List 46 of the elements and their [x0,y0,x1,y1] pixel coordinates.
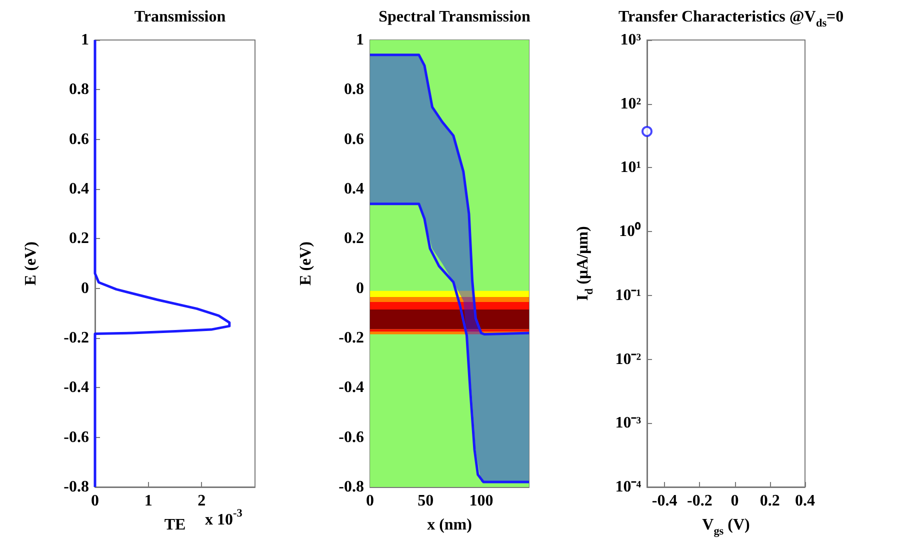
x-tick-label: 0.2 [760,492,780,510]
y-tick-label: 0.6 [69,130,89,148]
y-tick-label: 10⁰ [619,222,641,240]
y-axis-title: E (eV) [22,242,40,286]
y-tick-label: 10² [620,95,642,112]
y-tick-label: 0.4 [344,180,364,198]
y-tick-label: 10⁻⁴ [615,478,642,496]
x-tick-label: 50 [418,492,434,510]
x-axis-title: x (nm) [427,516,472,534]
y-tick-label: 0.8 [344,81,364,98]
y-axis-title: E (eV) [298,242,314,286]
y-tick-label: 0 [356,280,364,297]
y-tick-label: 10³ [620,32,642,48]
y-tick-label: 0 [81,280,89,297]
chart-title: Transmission [134,8,226,26]
x-axis-title: TE [164,516,186,534]
y-tick-label: 0.8 [69,81,89,98]
y-tick-label: 1 [81,32,89,48]
x-tick-label: 0 [730,492,739,510]
y-tick-label: 0.2 [344,230,364,248]
y-tick-label: 0.2 [69,230,89,248]
y-tick-label: -0.8 [64,478,89,496]
y-tick-label: -0.6 [338,428,364,446]
x-tick-label: -0.4 [652,492,678,510]
y-tick-label: 0.6 [344,130,364,148]
y-tick-label: 10⁻¹ [615,286,642,304]
y-tick-label: -0.2 [64,330,89,346]
y-tick-label: 10¹ [620,159,642,176]
y-tick-label: -0.4 [338,379,364,396]
x-tick-label: 1 [144,492,152,510]
y-tick-label: 0.4 [69,180,89,198]
x-tick-label: 0.4 [795,492,815,510]
y-tick-label: -0.6 [64,428,89,446]
y-axis-title: Id (μA/μm) [574,226,596,301]
line-series [368,202,530,484]
x-tick-label: 2 [198,492,206,510]
y-tick-label: -0.8 [338,478,364,496]
y-tick-label: -0.2 [338,330,364,346]
line-series [368,54,530,336]
y-tick-label: -0.4 [64,379,89,396]
x-tick-label: -0.2 [687,492,712,510]
x-tick-label: 100 [469,492,494,510]
y-tick-label: 10⁻³ [615,414,642,432]
y-tick-label: 1 [356,32,364,48]
chart-title: Spectral Transmission [378,8,531,26]
y-tick-label: 10⁻² [615,350,642,368]
